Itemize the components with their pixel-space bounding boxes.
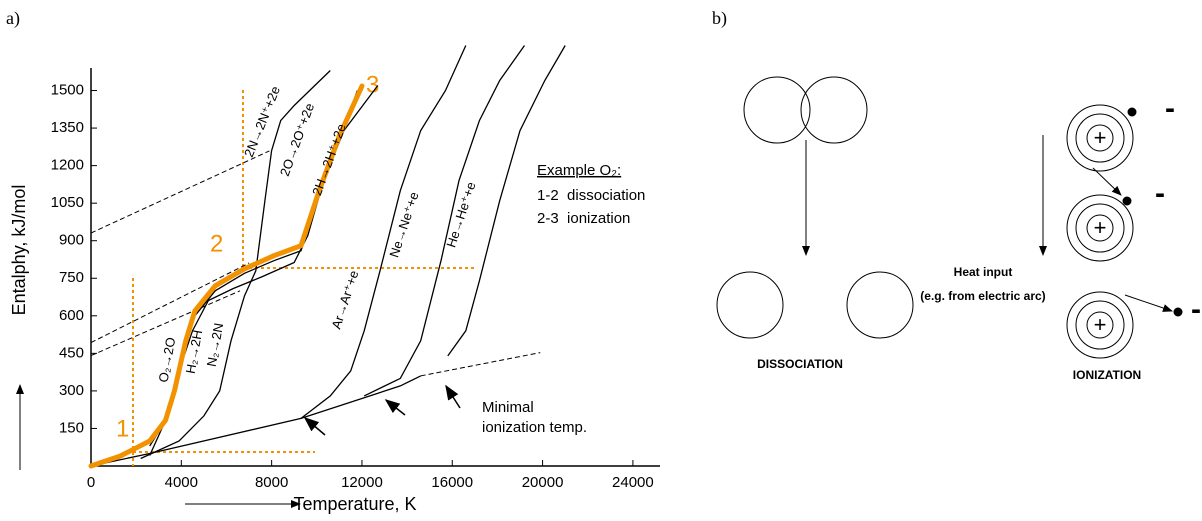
atom-shell [1075,113,1125,163]
diagram-label: DISSOCIATION [757,357,843,371]
annotation: 1-2 dissociation [537,187,645,204]
x-axis-label: Temperature, K [293,494,416,514]
annotation: Example O₂: [537,162,621,179]
charge-sign: - [1155,177,1165,210]
charge-sign: + [1094,312,1107,337]
x-tick-label: 0 [87,474,95,491]
series-line [88,83,365,469]
arrow [1124,294,1173,312]
panel-label: a) [6,8,20,29]
y-tick-label: 900 [59,232,84,249]
atom [846,271,914,339]
charge-sign: - [1191,293,1201,326]
marker-label: 1 [116,415,129,442]
curve-label: Ar→Ar⁺+e [328,268,361,330]
x-tick-label: 20000 [522,474,564,491]
diagram-label: (e.g. from electric arc) [920,289,1045,303]
series-line [300,45,467,419]
arrow [384,399,406,416]
electron [1122,196,1132,206]
charge-sign: + [1094,125,1107,150]
y-tick-label: 1050 [51,194,84,211]
y-axis-label: Entalphy, kJ/mol [9,185,29,316]
series-line [363,45,526,397]
nucleus [1086,214,1114,242]
charge-sign: + [1094,215,1107,240]
y-tick-label: 1350 [51,119,84,136]
curve-label: O₂→2O [156,336,179,383]
arrow [445,384,461,409]
series-line [140,70,331,460]
y-tick-label: 1500 [51,81,84,98]
y-tick-label: 300 [59,382,84,399]
arrow [1092,167,1122,196]
electron [1127,107,1137,117]
curve-label: 2O→2O⁺+2e [277,101,317,178]
annotation: Minimal [482,399,534,416]
y-tick-label: 600 [59,307,84,324]
curve-label: He→He⁺+e [443,180,478,249]
atom [743,76,811,144]
x-tick-label: 24000 [612,474,654,491]
x-tick-label: 4000 [165,474,198,491]
x-tick-label: 8000 [255,474,288,491]
nucleus [1086,311,1114,339]
diagram-label: IONIZATION [1073,368,1141,382]
marker-label: 3 [366,71,379,98]
atom-shell [1066,104,1134,172]
arrow [303,417,326,436]
charge-sign: - [1165,92,1175,125]
atom-shell [1075,300,1125,350]
curve-label: 2H→2H⁺+2e [309,122,349,198]
atom-shell [1066,291,1134,359]
atom-shell [1075,203,1125,253]
atom [716,271,784,339]
atom-shell [1066,194,1134,262]
marker-label: 2 [210,230,223,257]
y-tick-label: 150 [59,419,84,436]
annotation: 2-3 ionization [537,210,630,227]
curve-label: 2N→2N⁺+2e [241,84,283,159]
y-tick-label: 1200 [51,157,84,174]
panel-label: b) [712,8,727,29]
curve-label: N₂→2N [204,322,226,368]
x-tick-label: 12000 [341,474,383,491]
series-line [90,150,270,234]
atom [800,76,868,144]
nucleus [1086,124,1114,152]
electron [1173,307,1183,317]
diagram-label: Heat input [954,265,1013,279]
annotation: ionization temp. [482,419,587,436]
x-tick-label: 16000 [431,474,473,491]
series-line [420,352,541,377]
series-line [90,262,250,344]
y-tick-label: 450 [59,344,84,361]
y-tick-label: 750 [59,269,84,286]
diagram [716,76,1183,359]
series-line [90,290,241,357]
plot: Temperature, K Entalphy, kJ/mol 1 2 3 Ex… [9,45,660,514]
series-line [447,45,566,357]
